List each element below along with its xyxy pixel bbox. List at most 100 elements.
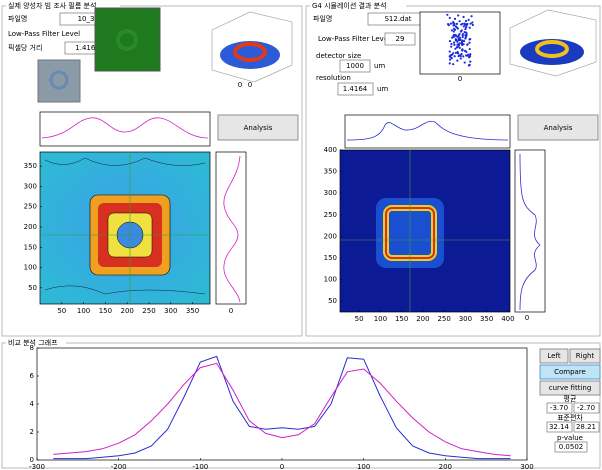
- x-tick-label: -300: [29, 463, 45, 470]
- y-tick-label: 250: [24, 203, 37, 211]
- x-tick-label: -200: [111, 463, 127, 470]
- scatter-dot: [469, 55, 471, 57]
- label: 파일명: [313, 14, 332, 23]
- x-tick-label: 250: [437, 315, 450, 323]
- scatter-dot: [469, 61, 471, 63]
- scatter-dot: [453, 44, 455, 46]
- x-tick-label: 200: [120, 307, 133, 315]
- x-tick-label: 100: [374, 315, 387, 323]
- profile-axes: [40, 112, 210, 146]
- surface-plot: [212, 12, 292, 82]
- scatter-dot: [463, 25, 465, 27]
- film-thumbnail: [38, 60, 80, 102]
- scatter-dot: [455, 34, 457, 36]
- scatter-dot: [464, 37, 466, 39]
- vertical-profile-axes: [515, 150, 545, 312]
- button-label: Left: [547, 352, 560, 360]
- scatter-dot: [469, 27, 471, 29]
- scatter-dot: [462, 16, 464, 18]
- x-tick-label: 300: [459, 315, 472, 323]
- scatter-dot: [451, 37, 453, 39]
- x-tick-label: 0: [280, 463, 284, 470]
- right-heatmap: [340, 150, 510, 312]
- scatter-dot: [459, 47, 461, 49]
- scatter-dot: [461, 48, 463, 50]
- scatter-dot: [450, 54, 452, 56]
- scatter-dot: [462, 55, 464, 57]
- scatter-dot: [465, 20, 467, 22]
- tick-label: 0: [238, 81, 242, 89]
- scatter-dot: [466, 44, 468, 46]
- scatter-dot: [454, 18, 456, 20]
- field-value: 0.0502: [559, 443, 584, 451]
- field-value: S12.dat: [384, 15, 411, 23]
- label: 표준편차: [557, 413, 583, 422]
- right-panel-title: G4 시뮬레이션 결과 분석: [312, 1, 387, 10]
- scatter-dot: [460, 53, 462, 55]
- scatter-dot: [464, 50, 466, 52]
- scatter-dot: [450, 23, 452, 25]
- scatter-dot: [470, 23, 472, 25]
- scatter-dot: [458, 55, 460, 57]
- label: Low-Pass Filter Level: [318, 35, 390, 43]
- x-tick-label: 200: [416, 315, 429, 323]
- left-heatmap: [40, 152, 210, 304]
- button-label: Analysis: [544, 124, 573, 132]
- scatter-dot: [456, 23, 458, 25]
- y-tick-label: 200: [24, 223, 37, 231]
- scatter-dot: [457, 14, 459, 16]
- label: resolution: [316, 74, 351, 82]
- field-value: -3.70: [550, 404, 568, 412]
- field-value: 1000: [346, 62, 364, 70]
- scatter-dot: [449, 17, 451, 19]
- tick-label: 0: [458, 75, 462, 83]
- scatter-dot: [454, 29, 456, 31]
- scatter-dot: [466, 55, 468, 57]
- scatter-dot: [455, 39, 457, 41]
- left-panel-title: 실제 양성자 빔 조사 필름 분석: [8, 1, 96, 10]
- scatter-dot: [459, 39, 461, 41]
- button-label: Analysis: [244, 124, 273, 132]
- x-tick-label: 350: [186, 307, 199, 315]
- x-tick-label: 50: [355, 315, 364, 323]
- tick-label: 0: [248, 81, 252, 89]
- tick-label: 0: [229, 307, 233, 315]
- field-value: 28.21: [576, 423, 596, 431]
- scatter-dot: [450, 43, 452, 45]
- y-tick-label: 4: [30, 400, 35, 408]
- label: Low-Pass Filter Level: [8, 30, 80, 38]
- button-label: Right: [576, 352, 595, 360]
- label: detector size: [316, 52, 361, 60]
- comparison-axes: [37, 348, 527, 460]
- controls: Left Right Compare curve fitting 평균 -3.7…: [540, 349, 600, 452]
- scatter-dot: [453, 42, 455, 44]
- scatter-dot: [469, 48, 471, 50]
- y-tick-label: 400: [324, 146, 337, 154]
- scatter-dot: [447, 23, 449, 25]
- scatter-dot: [452, 52, 454, 54]
- y-tick-label: 350: [24, 162, 37, 170]
- field-value: 1.4164: [343, 85, 368, 93]
- unit: um: [377, 85, 388, 93]
- x-tick-label: 300: [164, 307, 177, 315]
- y-tick-label: 350: [324, 168, 337, 176]
- scatter-dot: [451, 29, 453, 31]
- tick-label: 0: [525, 314, 529, 322]
- y-tick-label: 0: [30, 456, 34, 464]
- scatter-dot: [456, 46, 458, 48]
- scatter-dot: [469, 38, 471, 40]
- y-tick-label: 150: [24, 243, 37, 251]
- scatter-dot: [465, 35, 467, 37]
- y-tick-label: 100: [24, 264, 37, 272]
- x-tick-label: 350: [480, 315, 493, 323]
- scatter-dot: [465, 26, 467, 28]
- scatter-dot: [456, 60, 458, 62]
- surface-plot: [510, 10, 596, 76]
- field-value: 29: [396, 35, 405, 43]
- scatter-dot: [453, 23, 455, 25]
- y-tick-label: 50: [328, 297, 337, 305]
- scatter-dot: [466, 23, 468, 25]
- button-label: curve fitting: [549, 384, 592, 392]
- button-label: Compare: [554, 368, 586, 376]
- scatter-dot: [464, 61, 466, 63]
